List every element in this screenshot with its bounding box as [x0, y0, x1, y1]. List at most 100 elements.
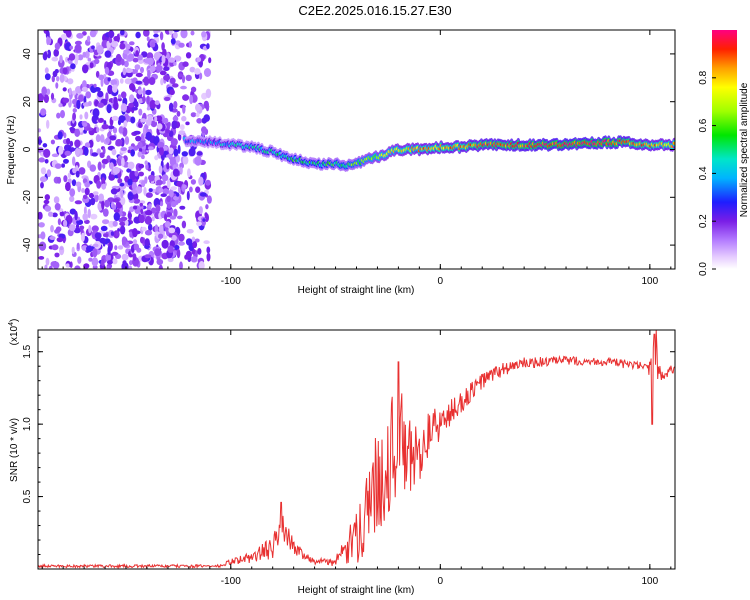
noise-speckle: [166, 179, 171, 189]
noise-speckle: [110, 79, 118, 86]
noise-speckle: [173, 208, 178, 218]
noise-speckle: [176, 215, 183, 220]
noise-speckle: [170, 38, 176, 45]
noise-speckle: [89, 164, 97, 172]
noise-speckle: [138, 108, 143, 116]
noise-speckle: [38, 139, 43, 144]
noise-speckle: [185, 52, 192, 59]
noise-speckle: [164, 96, 171, 101]
noise-speckle: [181, 151, 188, 157]
noise-speckle: [74, 265, 81, 269]
noise-speckle: [140, 208, 144, 215]
noise-speckle: [69, 140, 74, 147]
noise-speckle: [70, 63, 76, 70]
noise-speckle: [51, 56, 59, 62]
noise-speckle: [50, 225, 54, 233]
noise-speckle: [149, 99, 157, 109]
noise-speckle: [46, 88, 51, 95]
noise-speckle: [46, 119, 50, 129]
noise-speckle: [129, 206, 135, 213]
noise-speckle: [146, 106, 151, 111]
noise-speckle: [151, 207, 156, 214]
noise-speckle: [138, 214, 145, 224]
noise-speckle: [122, 67, 127, 76]
noise-speckle: [120, 190, 124, 198]
noise-speckle: [66, 138, 71, 145]
noise-speckle: [184, 254, 189, 260]
noise-speckle: [92, 191, 99, 196]
noise-speckle: [108, 37, 113, 44]
noise-speckle: [106, 265, 110, 269]
noise-speckle: [176, 181, 184, 187]
noise-speckle: [119, 221, 126, 226]
noise-speckle: [206, 195, 212, 204]
noise-speckle: [54, 163, 62, 169]
colorbar-tick-label: 0.0: [698, 262, 709, 276]
noise-speckle: [88, 192, 95, 199]
noise-speckle: [129, 260, 133, 266]
noise-speckle: [54, 203, 61, 211]
noise-speckle: [201, 31, 207, 38]
noise-speckle: [127, 212, 132, 219]
noise-speckle: [63, 175, 68, 183]
noise-speckle: [65, 30, 72, 38]
noise-speckle: [114, 245, 118, 251]
noise-speckle: [187, 168, 191, 178]
trace-core: [672, 141, 675, 145]
noise-speckle: [118, 115, 126, 123]
noise-speckle: [120, 216, 128, 221]
noise-speckle: [164, 213, 168, 221]
y-tick-label: 1.5: [22, 344, 33, 358]
noise-speckle: [158, 224, 164, 234]
noise-speckle: [186, 229, 194, 234]
noise-speckle: [176, 110, 181, 117]
noise-speckle: [127, 161, 135, 170]
noise-speckle: [82, 213, 88, 221]
noise-speckle: [154, 115, 158, 123]
noise-speckle: [95, 134, 101, 143]
noise-speckle: [195, 103, 201, 112]
noise-speckle: [162, 188, 170, 195]
noise-speckle: [121, 253, 129, 261]
noise-speckle: [72, 156, 76, 166]
noise-speckle: [74, 40, 82, 46]
noise-speckle: [149, 174, 155, 182]
noise-speckle: [42, 143, 48, 148]
noise-speckle: [123, 60, 129, 68]
noise-speckle: [131, 85, 136, 92]
noise-speckle: [133, 216, 141, 224]
noise-speckle: [129, 41, 135, 46]
noise-speckle: [128, 53, 135, 60]
noise-speckle: [69, 126, 75, 131]
noise-speckle: [46, 36, 50, 46]
noise-speckle: [56, 237, 64, 243]
noise-speckle: [195, 112, 200, 118]
noise-speckle: [120, 30, 125, 36]
noise-speckle: [101, 158, 109, 165]
noise-speckle: [86, 35, 91, 42]
noise-speckle: [84, 111, 89, 120]
noise-speckle: [92, 243, 99, 248]
noise-speckle: [45, 257, 50, 266]
x-tick-label: 100: [642, 576, 659, 587]
noise-speckle: [132, 228, 138, 238]
noise-speckle: [40, 182, 44, 189]
noise-speckle: [182, 156, 189, 165]
noise-speckle: [135, 72, 143, 78]
x-tick-label: -100: [221, 576, 241, 587]
noise-speckle: [68, 53, 76, 61]
noise-speckle: [56, 112, 61, 119]
noise-speckle: [128, 102, 134, 108]
noise-speckle: [160, 77, 164, 86]
noise-speckle: [158, 264, 163, 269]
noise-speckle: [38, 222, 45, 228]
noise-speckle: [81, 188, 85, 193]
noise-speckle: [144, 215, 152, 225]
noise-speckle: [153, 30, 159, 35]
y-tick-label: -20: [22, 190, 33, 205]
noise-speckle: [72, 108, 78, 113]
noise-speckle: [94, 58, 100, 65]
noise-speckle: [115, 53, 122, 63]
colorbar-ticks: 0.0 0.2 0.4 0.6 0.8: [698, 70, 716, 276]
noise-speckle: [169, 157, 177, 167]
